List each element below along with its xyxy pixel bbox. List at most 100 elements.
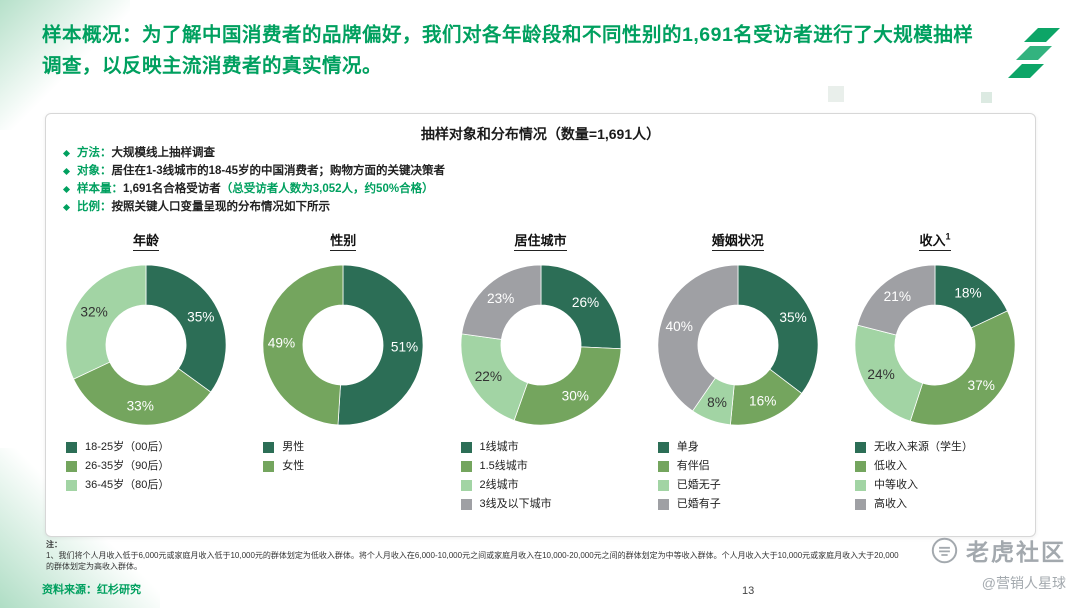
diamond-bullet-icon bbox=[62, 149, 71, 157]
bullet-label: 方法： bbox=[77, 147, 112, 159]
bullet-item-proportion: 比例： 按照关键人口变量呈现的分布情况如下所示 bbox=[62, 200, 445, 214]
slice-value-label: 40% bbox=[665, 319, 692, 334]
legend-item: 中等收入 bbox=[855, 479, 1029, 492]
legend-item: 男性 bbox=[263, 441, 437, 454]
chart-title: 年龄 bbox=[52, 230, 240, 251]
legend-label: 有伴侣 bbox=[676, 460, 710, 472]
donut-slice bbox=[65, 264, 147, 380]
sequoia-leaf-logo-icon bbox=[1006, 24, 1064, 82]
slice-value-label: 16% bbox=[749, 394, 776, 409]
donut-slice bbox=[737, 264, 819, 395]
donut-slice bbox=[854, 324, 924, 422]
donut-slice bbox=[460, 264, 541, 340]
chart-title: 居住城市 bbox=[447, 230, 635, 251]
legend-label: 单身 bbox=[676, 441, 699, 453]
bullet-highlight: （总受访者人数为3,052人，约50%合格） bbox=[220, 183, 434, 195]
chart-column-5: 收入1 18% 37% 24% 21% 无收入来源（学生） 低收入 中等收入 高收入 bbox=[841, 230, 1029, 517]
legend-swatch bbox=[657, 499, 669, 510]
chart-legend: 1线城市 1.5线城市 2线城市 3线及以下城市 bbox=[460, 441, 635, 511]
legend-label: 高收入 bbox=[874, 498, 907, 510]
chart-column-3: 居住城市 26% 30% 22% 23% 1线城市 1.5线城市 2线城市 3线及以下城市 bbox=[447, 230, 635, 517]
watermark-brand: 老虎社区 bbox=[966, 539, 1066, 565]
tiger-community-logo-icon bbox=[931, 537, 958, 564]
legend-swatch bbox=[460, 480, 472, 491]
slice-value-label: 30% bbox=[561, 388, 588, 403]
bullet-text: 大规模线上抽样调查 bbox=[111, 147, 216, 159]
legend-swatch bbox=[66, 442, 77, 453]
legend-swatch bbox=[657, 461, 669, 472]
legend-label: 男性 bbox=[282, 441, 305, 453]
slice-value-label: 8% bbox=[707, 395, 727, 410]
footnote: 注： 1、我们将个人月收入低于6,000元或家庭月收入低于10,000元的群体划… bbox=[46, 540, 906, 572]
donut-slice bbox=[262, 264, 344, 426]
diamond-bullet-icon bbox=[62, 185, 71, 193]
slice-value-label: 24% bbox=[867, 367, 894, 382]
legend-swatch bbox=[66, 461, 77, 472]
bullet-label: 对象： bbox=[77, 165, 112, 177]
legend-label: 36-45岁（80后） bbox=[85, 479, 170, 491]
legend-label: 18-25岁（00后） bbox=[85, 441, 170, 453]
donut-slice bbox=[856, 264, 936, 336]
slice-value-label: 35% bbox=[779, 310, 806, 325]
legend-item: 18-25岁（00后） bbox=[66, 441, 240, 454]
legend-label: 2线城市 bbox=[479, 479, 519, 491]
donut-slice bbox=[513, 346, 621, 426]
donut-chart-2: 51% 49% bbox=[262, 264, 424, 426]
donut-slice bbox=[337, 264, 424, 426]
legend-label: 3线及以下城市 bbox=[479, 498, 552, 510]
bullet-text: 1,691名合格受访者 bbox=[123, 183, 221, 195]
legend-item: 36-45岁（80后） bbox=[66, 479, 240, 492]
slice-value-label: 33% bbox=[127, 399, 154, 414]
source-label: 资料来源：红杉研究 bbox=[42, 584, 141, 596]
slice-value-label: 23% bbox=[486, 291, 513, 306]
slice-value-label: 35% bbox=[187, 309, 214, 324]
chart-legend: 单身有伴侣已婚无子已婚有子 bbox=[657, 441, 832, 511]
donut-slice bbox=[73, 361, 212, 426]
legend-item: 单身 bbox=[657, 441, 832, 454]
legend-swatch bbox=[460, 499, 472, 510]
legend-label: 中等收入 bbox=[874, 479, 918, 491]
donut-slice bbox=[657, 264, 739, 412]
legend-label: 已婚无子 bbox=[676, 479, 721, 491]
legend-swatch bbox=[855, 499, 866, 510]
chart-column-4: 婚姻状况 35% 16% 8% 40% 单身 有伴侣 已婚无子 已婚有子 bbox=[644, 230, 832, 517]
bullet-text: 按照关键人口变量呈现的分布情况如下所示 bbox=[111, 201, 331, 213]
watermark-handle: @营销人星球 bbox=[981, 575, 1066, 591]
legend-item: 26-35岁（90后） bbox=[66, 460, 240, 473]
square-decoration bbox=[981, 92, 992, 103]
square-decoration bbox=[828, 86, 844, 102]
legend-item: 3线及以下城市 bbox=[460, 498, 635, 511]
chart-legend: 无收入来源（学生） 低收入 中等收入 高收入 bbox=[855, 441, 1029, 511]
donut-chart-3: 26% 30% 22% 23% bbox=[460, 264, 621, 426]
slice-value-label: 18% bbox=[954, 285, 981, 300]
legend-label: 女性 bbox=[282, 460, 305, 472]
legend-item: 1.5线城市 bbox=[460, 460, 635, 473]
legend-item: 2线城市 bbox=[460, 479, 635, 492]
legend-item: 1线城市 bbox=[460, 441, 635, 454]
diamond-bullet-icon bbox=[62, 203, 71, 211]
chart-title: 收入1 bbox=[841, 230, 1029, 251]
donut-chart-1: 35% 33% 32% bbox=[65, 264, 227, 426]
bullet-item-target: 对象： 居住在1-3线城市的18-45岁的中国消费者；购物方面的关键决策者 bbox=[62, 164, 445, 178]
bullet-item-method: 方法： 大规模线上抽样调查 bbox=[62, 146, 445, 160]
chart-legend: 18-25岁（00后） 26-35岁（90后） 36-45岁（80后） bbox=[66, 441, 240, 492]
page-title: 样本概况：为了解中国消费者的品牌偏好，我们对各年龄段和不同性别的1,691名受访… bbox=[42, 24, 974, 78]
donut-slice bbox=[145, 264, 227, 393]
panel-title: 抽样对象和分布情况（数量=1,691人） bbox=[420, 126, 661, 142]
charts-row: 年龄 35% 33% 32% 18-25岁（00后） 26-35岁（90后） 36-45岁（… bbox=[52, 230, 1029, 517]
bullet-item-sample-size: 样本量： 1,691名合格受访者 （总受访者人数为3,052人，约50%合格） bbox=[62, 182, 445, 196]
legend-swatch bbox=[855, 480, 866, 491]
bullet-label: 比例： bbox=[77, 201, 112, 213]
legend-label: 1.5线城市 bbox=[479, 460, 528, 472]
slice-value-label: 49% bbox=[268, 335, 295, 350]
legend-swatch bbox=[460, 461, 472, 472]
chart-legend: 男性 女性 bbox=[263, 441, 437, 473]
chart-title: 性别 bbox=[249, 230, 437, 251]
legend-item: 已婚无子 bbox=[657, 479, 832, 492]
footnote-text: 1、我们将个人月收入低于6,000元或家庭月收入低于10,000元的群体划定为低… bbox=[46, 550, 899, 571]
legend-label: 已婚有子 bbox=[676, 498, 721, 510]
legend-swatch bbox=[657, 480, 669, 491]
legend-item: 有伴侣 bbox=[657, 460, 832, 473]
footnote-label: 注： bbox=[46, 540, 62, 549]
